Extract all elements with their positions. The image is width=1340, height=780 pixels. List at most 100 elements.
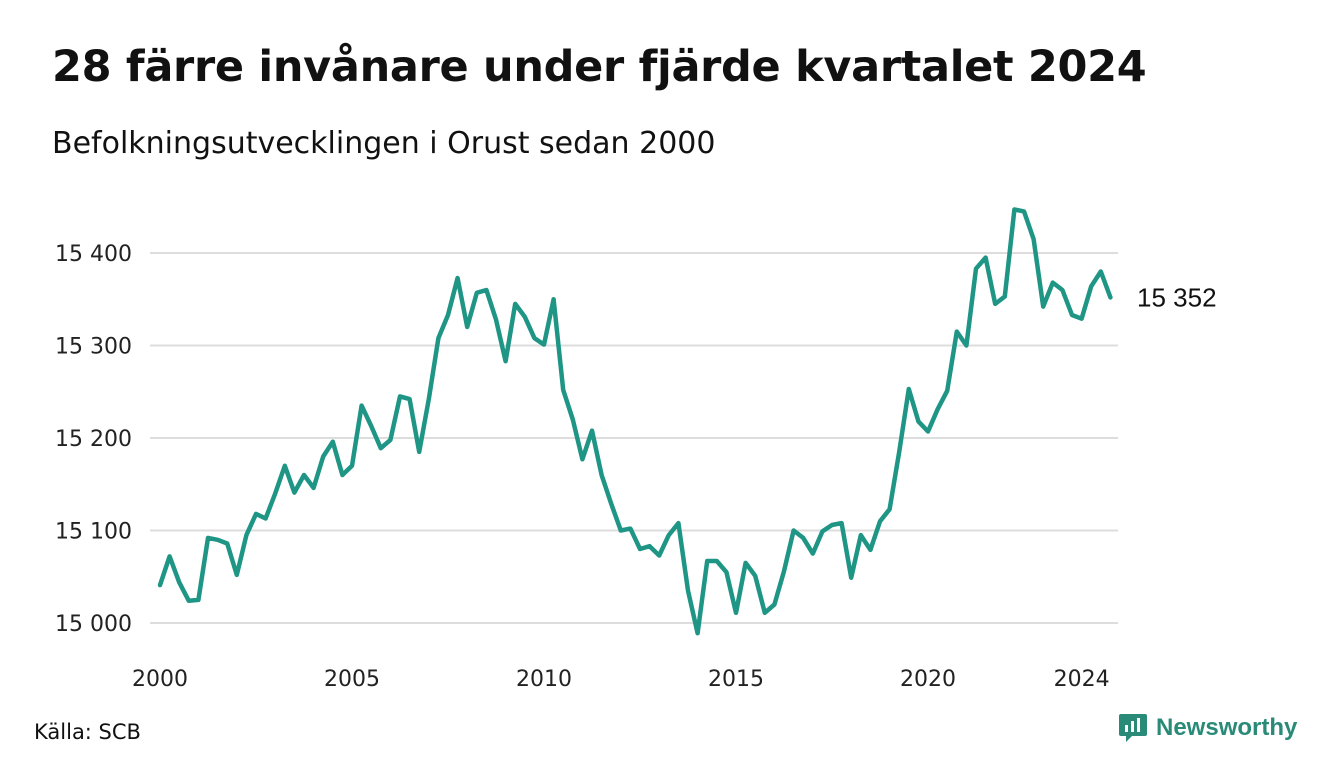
data-point <box>313 487 314 488</box>
y-tick-label: 15 200 <box>55 427 132 452</box>
x-tick-label: 2024 <box>1054 667 1110 692</box>
data-point <box>678 523 679 524</box>
data-point <box>812 553 813 554</box>
data-point <box>179 582 180 583</box>
data-point <box>1052 282 1053 283</box>
data-point <box>601 475 602 476</box>
data-point <box>822 531 823 532</box>
data-point <box>217 539 218 540</box>
data-point <box>611 503 612 504</box>
data-point <box>726 572 727 573</box>
data-point <box>342 475 343 476</box>
data-point <box>246 535 247 536</box>
data-point <box>534 338 535 339</box>
data-point <box>467 327 468 328</box>
data-point <box>361 405 362 406</box>
data-point <box>889 509 890 510</box>
data-point <box>592 430 593 431</box>
data-point <box>985 257 986 258</box>
data-point <box>400 396 401 397</box>
data-point <box>284 465 285 466</box>
data-point <box>630 528 631 529</box>
chart-title: 28 färre invånare under fjärde kvartalet… <box>52 42 1147 92</box>
data-point <box>956 331 957 332</box>
x-axis-tick-labels: 2000 2005 2010 2015 2020 2024 <box>132 667 1110 692</box>
data-point <box>505 361 506 362</box>
data-point <box>457 277 458 278</box>
brand-logo[interactable]: Newsworthy <box>1118 712 1297 744</box>
brand-name: Newsworthy <box>1156 714 1298 741</box>
data-point <box>428 399 429 400</box>
data-point <box>256 513 257 514</box>
data-point <box>323 456 324 457</box>
y-tick-label: 15 100 <box>55 520 132 545</box>
data-point <box>832 524 833 525</box>
data-point <box>294 492 295 493</box>
data-point <box>860 535 861 536</box>
data-point <box>476 292 477 293</box>
data-point <box>380 448 381 449</box>
data-point <box>1062 290 1063 291</box>
data-point <box>755 575 756 576</box>
data-point <box>275 493 276 494</box>
data-point <box>524 316 525 317</box>
data-point <box>371 425 372 426</box>
data-point <box>1043 306 1044 307</box>
x-tick-label: 2010 <box>516 667 572 692</box>
data-point <box>784 571 785 572</box>
data-point <box>1033 239 1034 240</box>
data-point <box>707 561 708 562</box>
data-point <box>160 585 161 586</box>
data-point <box>1110 297 1111 298</box>
data-point <box>582 459 583 460</box>
data-point <box>803 537 804 538</box>
data-point <box>352 465 353 466</box>
data-point <box>774 604 775 605</box>
data-point <box>515 303 516 304</box>
data-point <box>236 574 237 575</box>
end-label-layer: 15 352 <box>1137 282 1217 312</box>
x-tick-label: 2005 <box>324 667 380 692</box>
data-point <box>620 530 621 531</box>
x-tick-label: 2020 <box>900 667 956 692</box>
data-point <box>1004 296 1005 297</box>
end-value-label: 15 352 <box>1137 282 1217 312</box>
data-point <box>1014 209 1015 210</box>
chart-subtitle: Befolkningsutvecklingen i Orust sedan 20… <box>52 126 716 161</box>
data-point <box>438 338 439 339</box>
data-point <box>563 389 564 390</box>
y-tick-label: 15 300 <box>55 335 132 360</box>
series-layer <box>157 207 1113 636</box>
data-point <box>448 314 449 315</box>
data-point <box>764 612 765 613</box>
y-tick-label: 15 000 <box>55 612 132 637</box>
data-point <box>1081 318 1082 319</box>
data-point <box>793 530 794 531</box>
data-point <box>668 535 669 536</box>
data-point <box>841 523 842 524</box>
data-point <box>688 590 689 591</box>
data-point <box>697 633 698 634</box>
data-point <box>486 290 487 291</box>
data-point <box>304 475 305 476</box>
data-point <box>899 451 900 452</box>
data-point <box>1072 314 1073 315</box>
data-point <box>1091 286 1092 287</box>
source-note: Källa: SCB <box>34 720 141 744</box>
series-line <box>157 207 1113 636</box>
data-point <box>332 441 333 442</box>
data-point <box>1024 211 1025 212</box>
y-axis-tick-labels: 15 000 15 100 15 200 15 300 15 400 <box>55 242 132 637</box>
data-point <box>496 319 497 320</box>
data-point <box>265 518 266 519</box>
x-tick-label: 2015 <box>708 667 764 692</box>
data-point <box>1100 271 1101 272</box>
data-point <box>572 419 573 420</box>
newsworthy-icon <box>1119 714 1147 742</box>
data-point <box>409 399 410 400</box>
data-point <box>208 537 209 538</box>
data-point <box>937 409 938 410</box>
data-point <box>947 390 948 391</box>
data-point <box>716 561 717 562</box>
